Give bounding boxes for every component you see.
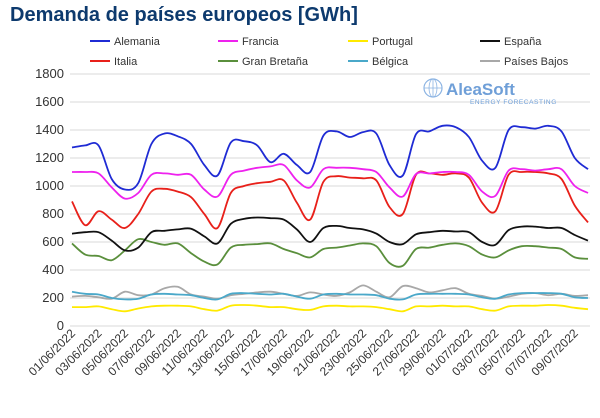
y-tick-label: 1600 [35, 94, 64, 109]
y-tick-label: 200 [42, 290, 64, 305]
legend-label: Portugal [372, 36, 413, 48]
legend-item-francia: Francia [218, 36, 280, 48]
x-axis: 01/06/202203/06/202205/06/202207/06/2022… [26, 326, 581, 379]
legend-label: Gran Bretaña [242, 56, 309, 68]
legend-label: Países Bajos [504, 56, 569, 68]
series-line-francia [71, 163, 589, 200]
logo-sub-text: ENERGY FORECASTING [470, 99, 557, 106]
chart-title: Demanda de países europeos [GWh] [10, 4, 358, 26]
y-tick-label: 800 [42, 206, 64, 221]
legend-item-espana: España [480, 36, 542, 48]
legend-label: Alemania [114, 36, 161, 48]
legend-item-gran-bretana: Gran Bretaña [218, 56, 309, 68]
series-line-paises-bajos [71, 284, 589, 300]
legend-item-alemania: Alemania [90, 36, 161, 48]
series-lines [71, 124, 589, 313]
legend-item-portugal: Portugal [348, 36, 413, 48]
y-tick-label: 0 [57, 318, 64, 333]
series-line-belgica [71, 290, 589, 301]
legend: Alemania Francia Portugal España Italia Gran … [90, 36, 569, 68]
series-line-alemania [71, 124, 589, 191]
legend-label: Bélgica [372, 56, 409, 68]
y-tick-label: 600 [42, 234, 64, 249]
legend-label: Francia [242, 36, 280, 48]
legend-item-belgica: Bélgica [348, 56, 409, 68]
y-tick-label: 1200 [35, 150, 64, 165]
y-axis: 0 200 400 600 800 1000 1200 1400 1600 1800 [35, 66, 64, 333]
y-tick-label: 400 [42, 262, 64, 277]
series-line-portugal [71, 304, 589, 313]
series-line-gran-bretana [71, 237, 589, 268]
y-tick-label: 1400 [35, 122, 64, 137]
logo-main-text: AleaSoft [446, 80, 515, 99]
y-tick-label: 1000 [35, 178, 64, 193]
legend-item-italia: Italia [90, 56, 138, 68]
legend-label: Italia [114, 56, 138, 68]
series-line-espana [71, 216, 589, 252]
y-tick-label: 1800 [35, 66, 64, 81]
legend-label: España [504, 36, 542, 48]
aleasoft-logo: AleaSoft ENERGY FORECASTING [423, 78, 557, 106]
legend-item-paises-bajos: Países Bajos [480, 56, 569, 68]
series-line-italia [71, 170, 589, 230]
gridlines [70, 73, 590, 327]
